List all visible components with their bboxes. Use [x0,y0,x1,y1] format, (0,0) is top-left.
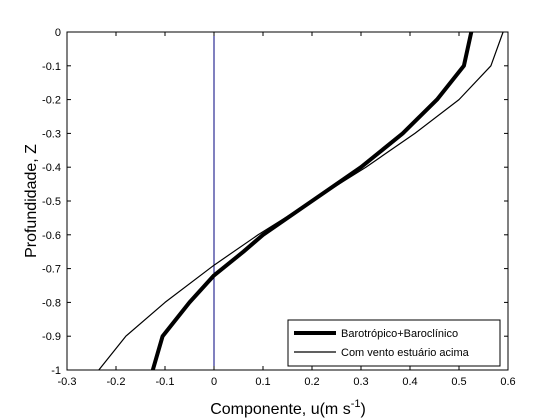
y-tick-label: -1 [51,365,61,377]
series-line-1 [150,31,474,371]
x-tick-label: 0.4 [402,376,417,388]
x-tick-label: 0.6 [500,376,515,388]
y-tick-label: -0.8 [42,297,61,309]
y-tick-label: -0.1 [42,61,61,73]
y-tick-label: -0.9 [42,331,61,343]
y-axis-label: Profundidade, Z [23,144,40,258]
x-tick-label: -0.3 [58,376,77,388]
series-line-2 [98,31,504,371]
x-tick-label: -0.2 [107,376,126,388]
x-axis-label-superscript: -1 [351,398,361,410]
legend-box [287,319,501,367]
x-tick-label: 0.3 [353,376,368,388]
x-tick-label: -0.1 [156,376,175,388]
y-tick-label: -0.4 [42,162,61,174]
legend-label-series-1: Barotrópico+Baroclínico [341,328,458,340]
legend-label-series-2: Com vento estuário acima [341,347,470,359]
x-tick-label: 0 [211,376,217,388]
x-axis-label: Componente, u(m s-1) [210,398,366,418]
y-tick-label: 0 [55,27,61,39]
y-tick-label: -0.2 [42,95,61,107]
x-axis-label-end: ) [360,401,365,418]
y-tick-label: -0.3 [42,128,61,140]
legend: Barotrópico+Baroclínico Com vento estuár… [287,319,501,367]
x-tick-label: 0.2 [304,376,319,388]
x-tick-label: 0.1 [255,376,270,388]
y-tick-label: -0.7 [42,264,61,276]
y-tick-label: -0.6 [42,230,61,242]
x-tick-label: 0.5 [451,376,466,388]
y-tick-label: -0.5 [42,196,61,208]
